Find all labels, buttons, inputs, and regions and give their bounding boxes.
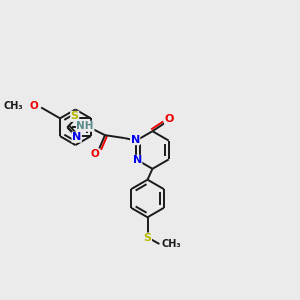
Text: N: N [72,132,81,142]
Text: S: S [71,111,79,122]
Text: N: N [130,135,140,145]
Text: O: O [91,149,100,159]
Text: CH₃: CH₃ [4,101,23,112]
Text: O: O [165,114,174,124]
Text: NH: NH [76,121,94,131]
Text: S: S [143,233,152,243]
Text: CH₃: CH₃ [161,239,181,249]
Text: N: N [133,155,142,165]
Text: O: O [30,101,39,112]
